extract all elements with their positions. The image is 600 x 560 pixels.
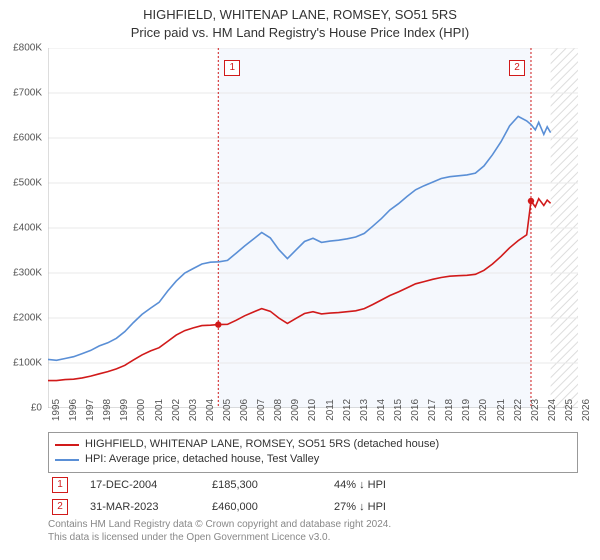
y-tick-label: £0 bbox=[4, 403, 42, 414]
x-tick-label: 2019 bbox=[461, 399, 472, 421]
sales-table: 1 17-DEC-2004 £185,300 44% ↓ HPI 2 31-MA… bbox=[48, 474, 578, 518]
sales-marker-1: 1 bbox=[52, 477, 68, 493]
plot-svg bbox=[48, 48, 578, 408]
x-tick-label: 2000 bbox=[136, 399, 147, 421]
x-tick-label: 2021 bbox=[496, 399, 507, 421]
x-tick-label: 2023 bbox=[530, 399, 541, 421]
x-tick-label: 2002 bbox=[171, 399, 182, 421]
x-tick-label: 2004 bbox=[205, 399, 216, 421]
x-tick-label: 2014 bbox=[376, 399, 387, 421]
x-tick-label: 2022 bbox=[513, 399, 524, 421]
legend-label-1: HIGHFIELD, WHITENAP LANE, ROMSEY, SO51 5… bbox=[85, 437, 439, 452]
footer-line-1: Contains HM Land Registry data © Crown c… bbox=[48, 518, 578, 531]
x-tick-label: 2013 bbox=[359, 399, 370, 421]
sales-date-1: 17-DEC-2004 bbox=[90, 479, 190, 491]
legend-swatch-1 bbox=[55, 444, 79, 446]
y-tick-label: £300K bbox=[4, 268, 42, 279]
x-tick-label: 2001 bbox=[154, 399, 165, 421]
x-tick-label: 1995 bbox=[51, 399, 62, 421]
title-line-1: HIGHFIELD, WHITENAP LANE, ROMSEY, SO51 5… bbox=[0, 6, 600, 24]
chart-area: £0£100K£200K£300K£400K£500K£600K£700K£80… bbox=[48, 48, 578, 408]
sales-delta-1: 44% ↓ HPI bbox=[334, 479, 434, 491]
x-tick-label: 1996 bbox=[68, 399, 79, 421]
y-tick-label: £500K bbox=[4, 178, 42, 189]
title-line-2: Price paid vs. HM Land Registry's House … bbox=[0, 24, 600, 42]
x-tick-label: 2024 bbox=[547, 399, 558, 421]
x-tick-label: 1998 bbox=[102, 399, 113, 421]
x-tick-label: 2008 bbox=[273, 399, 284, 421]
y-tick-label: £200K bbox=[4, 313, 42, 324]
y-tick-label: £800K bbox=[4, 43, 42, 54]
chart-title: HIGHFIELD, WHITENAP LANE, ROMSEY, SO51 5… bbox=[0, 0, 600, 41]
callout-2: 2 bbox=[509, 60, 525, 76]
x-tick-label: 1997 bbox=[85, 399, 96, 421]
legend-label-2: HPI: Average price, detached house, Test… bbox=[85, 452, 319, 467]
x-tick-label: 2018 bbox=[444, 399, 455, 421]
sales-price-2: £460,000 bbox=[212, 501, 312, 513]
chart-container: HIGHFIELD, WHITENAP LANE, ROMSEY, SO51 5… bbox=[0, 0, 600, 560]
x-tick-label: 2025 bbox=[564, 399, 575, 421]
y-tick-label: £600K bbox=[4, 133, 42, 144]
sales-delta-2: 27% ↓ HPI bbox=[334, 501, 434, 513]
x-tick-label: 2015 bbox=[393, 399, 404, 421]
x-tick-label: 2017 bbox=[427, 399, 438, 421]
x-tick-label: 2026 bbox=[581, 399, 592, 421]
sales-row-1: 1 17-DEC-2004 £185,300 44% ↓ HPI bbox=[48, 474, 578, 496]
footer-line-2: This data is licensed under the Open Gov… bbox=[48, 531, 578, 544]
legend-item-price-paid: HIGHFIELD, WHITENAP LANE, ROMSEY, SO51 5… bbox=[55, 437, 571, 452]
x-tick-label: 2012 bbox=[342, 399, 353, 421]
y-tick-label: £700K bbox=[4, 88, 42, 99]
legend-swatch-2 bbox=[55, 459, 79, 461]
x-tick-label: 2010 bbox=[307, 399, 318, 421]
y-tick-label: £400K bbox=[4, 223, 42, 234]
sales-date-2: 31-MAR-2023 bbox=[90, 501, 190, 513]
footer: Contains HM Land Registry data © Crown c… bbox=[48, 518, 578, 544]
callout-1: 1 bbox=[224, 60, 240, 76]
x-tick-label: 2020 bbox=[478, 399, 489, 421]
x-tick-label: 2009 bbox=[290, 399, 301, 421]
x-tick-label: 2011 bbox=[325, 399, 336, 421]
legend-item-hpi: HPI: Average price, detached house, Test… bbox=[55, 452, 571, 467]
sales-row-2: 2 31-MAR-2023 £460,000 27% ↓ HPI bbox=[48, 496, 578, 518]
sales-price-1: £185,300 bbox=[212, 479, 312, 491]
x-tick-label: 2005 bbox=[222, 399, 233, 421]
x-tick-label: 2016 bbox=[410, 399, 421, 421]
x-tick-label: 2006 bbox=[239, 399, 250, 421]
y-tick-label: £100K bbox=[4, 358, 42, 369]
x-tick-label: 2007 bbox=[256, 399, 267, 421]
x-tick-label: 1999 bbox=[119, 399, 130, 421]
sales-marker-2: 2 bbox=[52, 499, 68, 515]
x-tick-label: 2003 bbox=[188, 399, 199, 421]
legend: HIGHFIELD, WHITENAP LANE, ROMSEY, SO51 5… bbox=[48, 432, 578, 473]
